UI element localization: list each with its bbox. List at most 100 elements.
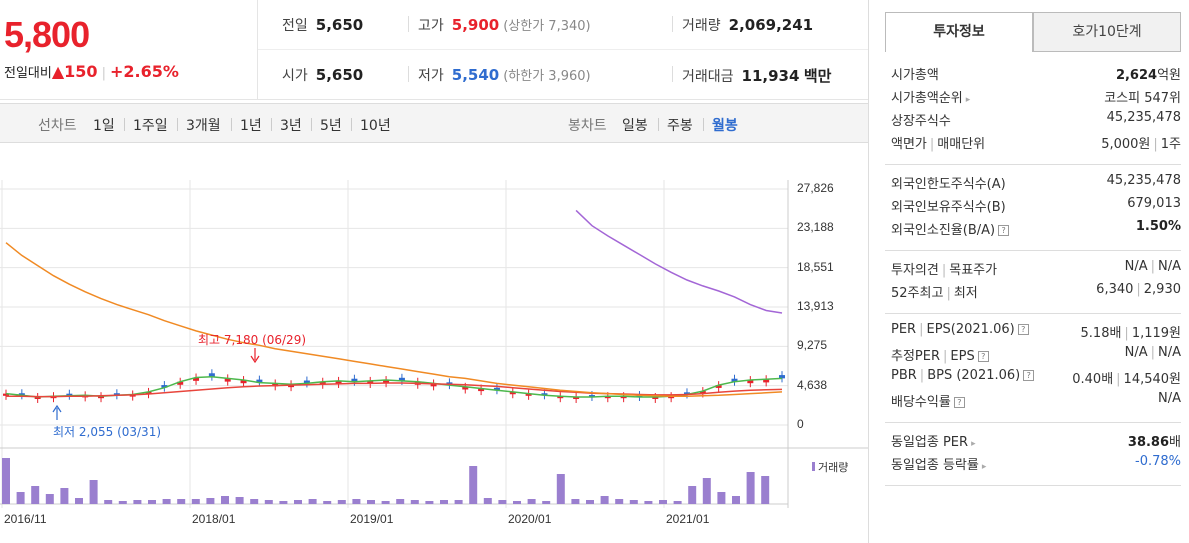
candle bbox=[319, 381, 326, 385]
candle bbox=[18, 393, 25, 396]
info-label: 외국인한도주식수(A) bbox=[891, 177, 1006, 192]
y-tick-label: 13,913 bbox=[797, 299, 834, 313]
volume-bar bbox=[206, 498, 215, 504]
help-icon[interactable]: ? bbox=[1023, 370, 1035, 381]
volume-bar bbox=[717, 492, 726, 504]
candle-chart-label[interactable]: 봉차트 bbox=[568, 118, 607, 134]
volume-bar bbox=[235, 497, 244, 504]
candle bbox=[731, 378, 738, 382]
info-value: 0.40배 | 14,540원 bbox=[1072, 372, 1181, 387]
info-label[interactable]: 시가총액순위 ▸ bbox=[891, 91, 971, 106]
info-label: 52주최고 | 최저 bbox=[891, 286, 978, 301]
info-label: PBR | BPS (2021.06)? bbox=[891, 368, 1035, 383]
volume-bar bbox=[732, 496, 740, 504]
info-row: 52주최고 | 최저 6,340 | 2,930 bbox=[885, 282, 1181, 305]
high-annotation: 최고 7,180 (06/29) bbox=[198, 333, 307, 347]
volume-bar bbox=[586, 500, 594, 504]
volume-bar bbox=[60, 488, 69, 504]
info-section: 투자의견 | 목표주가 N/A | N/A 52주최고 | 최저 6,340 | 2,930 bbox=[885, 251, 1181, 314]
info-value: N/A | N/A bbox=[1124, 259, 1181, 274]
up-arrow-icon: ▲ bbox=[51, 62, 65, 81]
price-chart bbox=[0, 160, 868, 508]
volume-bar bbox=[702, 478, 711, 504]
y-tick-label: 18,551 bbox=[797, 259, 834, 274]
price-summary: 5,800 전일대비▲150 | +2.65% bbox=[0, 0, 258, 100]
volume-bar bbox=[688, 486, 697, 504]
candle bbox=[224, 378, 231, 382]
volume-bar bbox=[746, 472, 755, 504]
candle bbox=[588, 395, 595, 398]
volume-bar bbox=[761, 476, 770, 504]
info-row: 외국인소진율(B/A)? 1.50% bbox=[885, 219, 1181, 242]
period-3y[interactable]: 3년 bbox=[280, 118, 302, 134]
candle bbox=[113, 393, 120, 396]
line-chart-label[interactable]: 선차트 bbox=[38, 118, 77, 134]
help-icon[interactable]: ? bbox=[998, 225, 1010, 236]
volume-bar bbox=[600, 496, 609, 504]
period-1w[interactable]: 1주일 bbox=[133, 118, 168, 134]
info-label: PER | EPS(2021.06)? bbox=[891, 322, 1029, 337]
change-label: 전일대비 bbox=[4, 66, 52, 81]
info-value: 6,340 | 2,930 bbox=[1096, 282, 1181, 297]
info-row: 동일업종 PER ▸ 38.86배 bbox=[885, 431, 1181, 454]
volume-value: 2,069,241 bbox=[728, 16, 814, 34]
candle bbox=[604, 396, 611, 399]
candle bbox=[763, 379, 770, 383]
volume-bar bbox=[337, 500, 346, 504]
candle bbox=[509, 391, 516, 395]
help-icon[interactable]: ? bbox=[953, 397, 965, 408]
info-section: PER | EPS(2021.06)? 5.18배 | 1,119원 추정PER | EPS? N… bbox=[885, 314, 1181, 423]
candle bbox=[541, 393, 548, 396]
help-icon[interactable]: ? bbox=[1017, 324, 1029, 335]
y-tick-label: 23,188 bbox=[797, 220, 834, 235]
info-section: 외국인한도주식수(A) 45,235,478 외국인보유주식수(B) 679,013 외… bbox=[885, 165, 1181, 251]
info-section: 동일업종 PER ▸ 38.86배 동일업종 등락률 ▸ -0.78% bbox=[885, 423, 1181, 486]
period-5y[interactable]: 5년 bbox=[320, 118, 342, 134]
volume-legend-label: 거래량 bbox=[818, 461, 849, 474]
period-10y[interactable]: 10년 bbox=[360, 118, 391, 134]
caret-right-icon: ▸ bbox=[965, 95, 971, 105]
period-weekly[interactable]: 주봉 bbox=[667, 118, 693, 134]
tab-order-book[interactable]: 호가10단계 bbox=[1033, 12, 1181, 52]
period-3m[interactable]: 3개월 bbox=[186, 118, 221, 134]
period-1d[interactable]: 1일 bbox=[93, 118, 115, 134]
help-icon[interactable]: ? bbox=[977, 351, 989, 362]
volume-bar bbox=[177, 499, 186, 504]
y-tick-label: 27,826 bbox=[797, 181, 834, 195]
ma-line-60 bbox=[5, 242, 783, 397]
info-value: N/A | N/A bbox=[1124, 345, 1181, 360]
volume-bar bbox=[308, 499, 317, 504]
info-value: 45,235,478 bbox=[1106, 110, 1181, 125]
period-monthly[interactable]: 월봉 bbox=[712, 118, 738, 134]
info-row: 외국인보유주식수(B) 679,013 bbox=[885, 196, 1181, 219]
volume-bar bbox=[483, 498, 492, 504]
low-label: 저가 bbox=[418, 68, 444, 84]
volume-bar bbox=[148, 500, 156, 504]
info-label: 액면가 | 매매단위 bbox=[891, 137, 986, 152]
info-label: 배당수익률? bbox=[891, 391, 965, 410]
info-value: 1.50% bbox=[1135, 219, 1181, 234]
candle bbox=[335, 380, 342, 384]
tab-investment-info[interactable]: 투자정보 bbox=[885, 12, 1033, 52]
volume-bar bbox=[323, 501, 332, 504]
info-row: 투자의견 | 목표주가 N/A | N/A bbox=[885, 259, 1181, 282]
candle bbox=[398, 377, 405, 381]
volume-bar bbox=[527, 499, 536, 504]
volume-bar bbox=[440, 500, 448, 504]
change-rate: +2.65% bbox=[109, 62, 179, 81]
candle bbox=[177, 381, 184, 385]
candle bbox=[779, 375, 785, 379]
volume-bar bbox=[615, 499, 624, 504]
candle bbox=[699, 391, 706, 394]
high-value: 5,900 bbox=[451, 16, 500, 34]
period-1y[interactable]: 1년 bbox=[240, 118, 262, 134]
x-tick-label: 2019/01 bbox=[350, 512, 394, 526]
period-daily[interactable]: 일봉 bbox=[622, 118, 648, 134]
candle bbox=[652, 397, 659, 400]
candle bbox=[557, 396, 564, 399]
quote-grid: 전일 5,650 고가 5,900 (상한가 7,340) 거래량 2,069,241 … bbox=[258, 0, 868, 100]
volume-bar bbox=[75, 498, 83, 504]
volume-legend: 거래량 bbox=[812, 459, 848, 475]
volume-bar bbox=[162, 499, 171, 504]
candle bbox=[66, 393, 73, 396]
